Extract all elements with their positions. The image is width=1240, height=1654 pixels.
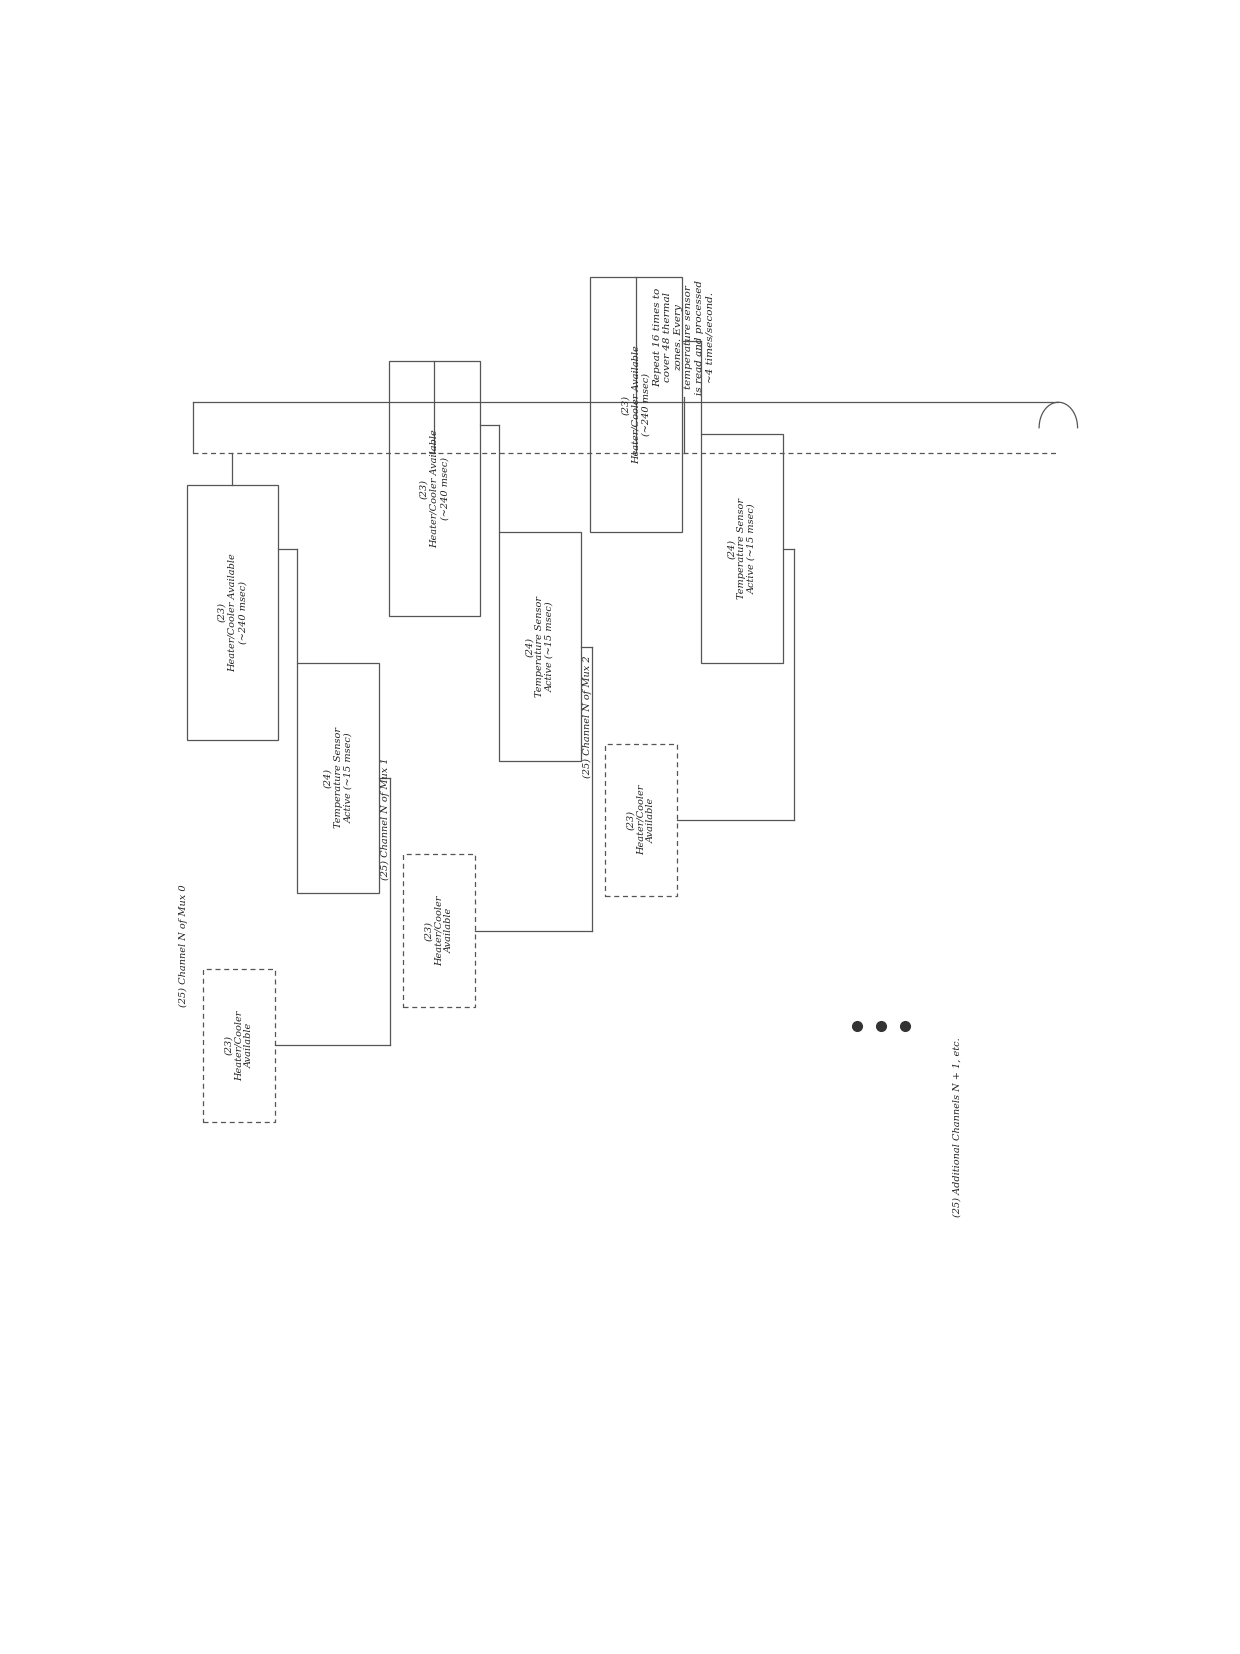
Bar xyxy=(605,744,677,896)
Text: (23)
Heater/Cooler Available
(~240 msec): (23) Heater/Cooler Available (~240 msec) xyxy=(621,346,651,465)
Bar xyxy=(403,855,475,1007)
Text: (25) Channel N of Mux 2: (25) Channel N of Mux 2 xyxy=(583,655,591,777)
Text: (25) Additional Channels N + 1, etc.: (25) Additional Channels N + 1, etc. xyxy=(952,1037,962,1217)
Text: (23)
Heater/Cooler
Available: (23) Heater/Cooler Available xyxy=(224,1011,254,1080)
Text: (25) Channel N of Mux 0: (25) Channel N of Mux 0 xyxy=(179,885,188,1007)
Bar xyxy=(701,433,782,663)
Text: (23)
Heater/Cooler Available
(~240 msec): (23) Heater/Cooler Available (~240 msec) xyxy=(419,430,449,547)
Bar xyxy=(498,533,580,761)
Text: (24)
Temperature Sensor
Active (~15 msec): (24) Temperature Sensor Active (~15 msec… xyxy=(727,498,756,599)
Bar xyxy=(187,485,278,739)
Text: (23)
Heater/Cooler Available
(~240 msec): (23) Heater/Cooler Available (~240 msec) xyxy=(217,552,247,672)
Text: (25) Channel N of Mux 1: (25) Channel N of Mux 1 xyxy=(381,758,389,880)
Bar xyxy=(298,663,379,893)
Text: Repeat 16 times to
cover 48 thermal
zones. Every
temperature sensor
is read and : Repeat 16 times to cover 48 thermal zone… xyxy=(653,280,714,395)
Bar xyxy=(203,969,275,1121)
Text: (23)
Heater/Cooler
Available: (23) Heater/Cooler Available xyxy=(626,784,656,855)
Text: (24)
Temperature Sensor
Active (~15 msec): (24) Temperature Sensor Active (~15 msec… xyxy=(324,728,353,829)
Text: (24)
Temperature Sensor
Active (~15 msec): (24) Temperature Sensor Active (~15 msec… xyxy=(525,597,554,698)
Bar xyxy=(388,362,480,617)
Text: (23)
Heater/Cooler
Available: (23) Heater/Cooler Available xyxy=(424,895,454,966)
Bar xyxy=(590,278,682,533)
